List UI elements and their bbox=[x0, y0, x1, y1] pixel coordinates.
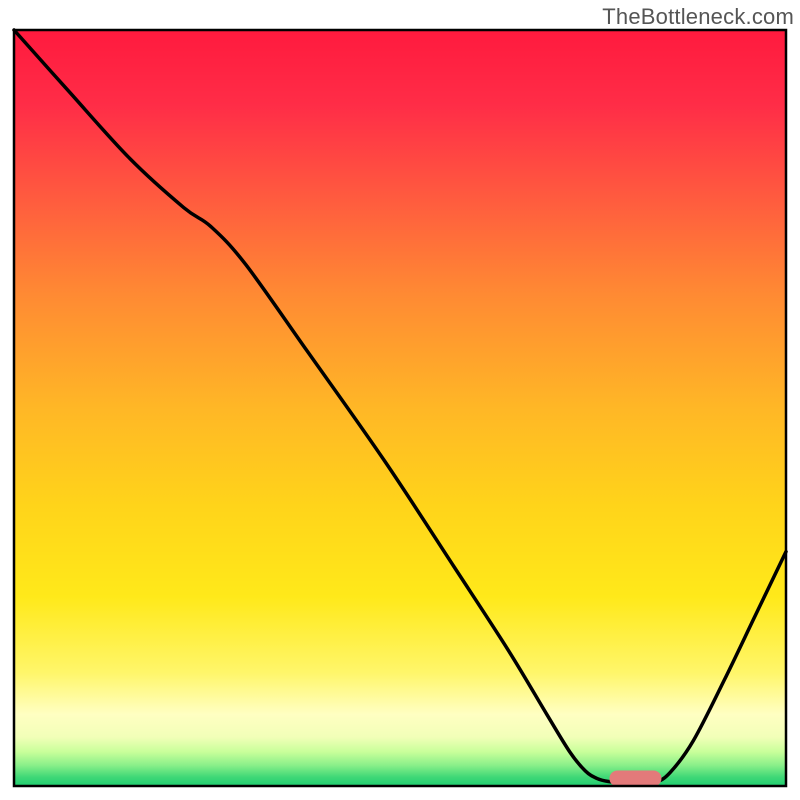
gradient-background bbox=[14, 30, 786, 786]
watermark-text: TheBottleneck.com bbox=[602, 4, 794, 30]
bottleneck-curve-chart bbox=[0, 0, 800, 800]
chart-container: TheBottleneck.com bbox=[0, 0, 800, 800]
optimal-range-marker bbox=[609, 770, 661, 786]
